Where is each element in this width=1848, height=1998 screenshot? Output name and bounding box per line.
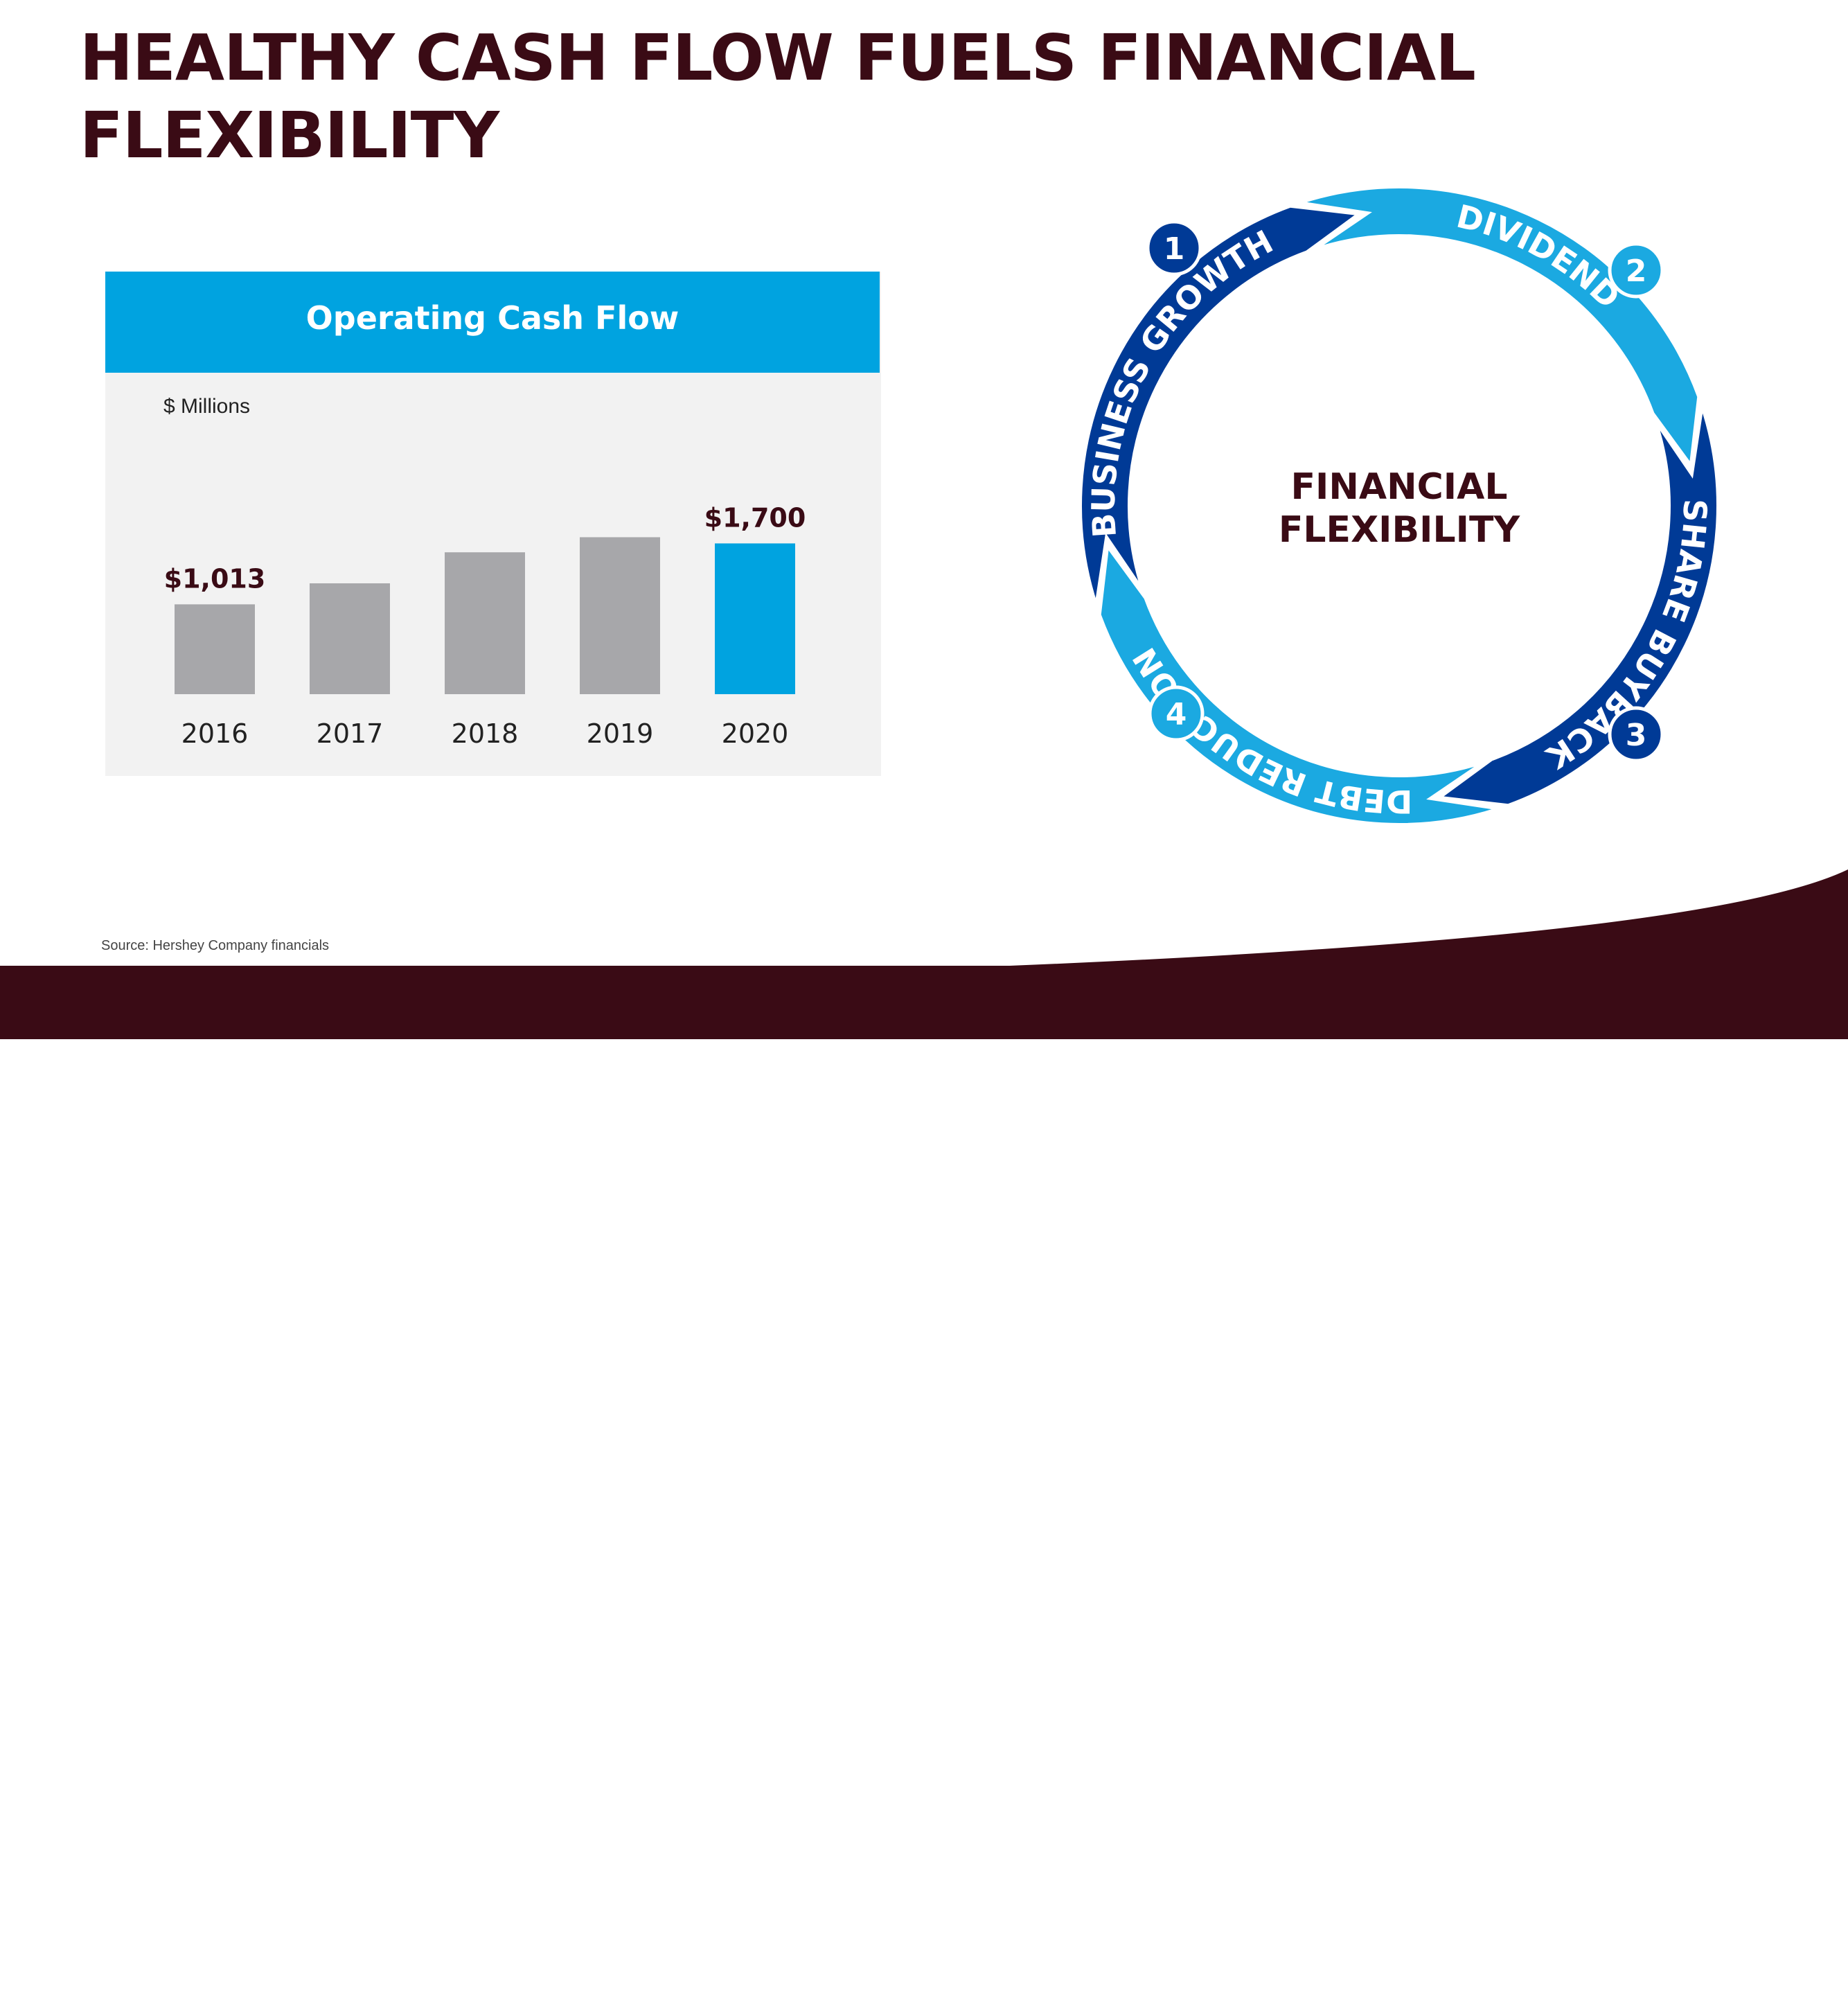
bar-2017: [310, 583, 390, 694]
kisses-icon: [700, 1946, 833, 1989]
footer-bar: 34 PEER-LEADING FINANCIAL RETURNS HERSHE…: [0, 966, 1848, 1990]
page-number: 34: [35, 1959, 55, 1979]
cycle-segment-1: [1079, 204, 1362, 605]
chart-title: Operating Cash Flow: [305, 299, 679, 337]
tagline-light: PEER-LEADING: [122, 1950, 366, 1987]
step-number: 1: [1164, 231, 1185, 267]
step-number: 4: [1166, 697, 1187, 732]
cycle-segments: [1079, 186, 1718, 826]
x-tick-label: 2017: [317, 718, 384, 749]
bar-2020: [715, 543, 795, 694]
center-label-line1: FINANCIAL: [1290, 466, 1507, 508]
step-badge-4: [1148, 685, 1205, 742]
step-badge-3: [1608, 706, 1664, 763]
step-number: 3: [1626, 718, 1647, 753]
bar-chart: 2016 $1,013 2017 2018 2019 2020 $1,700: [164, 502, 806, 749]
data-label: $1,700: [704, 502, 806, 533]
chart-header: Operating Cash Flow: [105, 272, 880, 373]
step-badge-2: [1608, 242, 1664, 299]
x-tick-label: 2019: [587, 718, 654, 749]
bar-2016: [175, 604, 255, 694]
slide-title: HEALTHY CASH FLOW FUELS FINANCIAL FLEXIB…: [80, 21, 1476, 173]
cycle-segment-3: [1436, 407, 1718, 807]
x-tick-label: 2016: [181, 718, 249, 749]
cycle-segment-4: [1098, 542, 1498, 826]
x-tick-label: 2020: [722, 718, 789, 749]
bar-2018: [445, 552, 525, 694]
center-label-line2: FLEXIBILITY: [1279, 509, 1521, 551]
unit-label: $ Millions: [163, 395, 251, 418]
bar-2019: [580, 537, 660, 694]
step-number: 2: [1626, 254, 1647, 289]
hershey-logo: HERSHEY'S: [1647, 1938, 1836, 1990]
chart-panel: Operating Cash Flow $ Millions 2016 $1,01…: [105, 272, 881, 776]
data-label: $1,013: [164, 563, 266, 594]
step-badge-1: [1146, 220, 1202, 276]
footer-wave: [900, 869, 1848, 970]
tagline-bold: FINANCIAL RETURNS: [366, 1950, 737, 1987]
footer-tagline: PEER-LEADING FINANCIAL RETURNS: [122, 1950, 737, 1987]
cycle-badges: 1 2 3 4: [1146, 220, 1664, 763]
cycle-segment-2: [1300, 186, 1700, 469]
x-tick-label: 2018: [452, 718, 519, 749]
source-note: Source: Hershey Company financials: [101, 938, 330, 953]
